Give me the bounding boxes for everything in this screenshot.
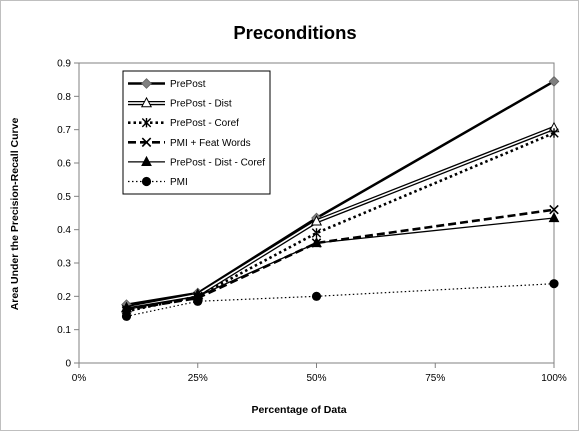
x-tick-label: 50% [306, 373, 326, 384]
legend-entry-pmi: PMI [128, 176, 188, 188]
data-point-prepost-dist-coref [548, 211, 560, 223]
legend-marker-prepost-dist-coref [141, 155, 152, 166]
y-tick-label: 0.9 [57, 59, 71, 70]
y-tick-label: 0.1 [57, 325, 71, 336]
legend-label-prepost: PrePost [170, 79, 206, 90]
y-tick-label: 0.3 [57, 259, 71, 270]
x-tick-label: 0% [72, 373, 87, 384]
x-tick-label: 100% [541, 373, 567, 384]
legend-entry-prepost: PrePost [128, 78, 206, 90]
series-line-prepost-dist-inner [126, 127, 555, 309]
legend-marker-prepost [141, 78, 152, 89]
legend-entry-prepost-dist-coref: PrePost - Dist - Coref [128, 155, 265, 168]
legend-entry-pmi-feat-words: PMI + Feat Words [128, 137, 251, 149]
y-tick-label: 0.5 [57, 192, 71, 203]
legend: PrePost PrePost - Dist PrePost - Coref PMI … [122, 70, 271, 195]
y-tick-label: 0 [65, 359, 71, 370]
y-tick-label: 0.2 [57, 292, 71, 303]
legend-label-prepost-dist-coref: PrePost - Dist - Coref [170, 157, 265, 168]
data-point-prepost-dist [310, 215, 323, 226]
x-tick-label: 75% [425, 373, 445, 384]
y-axis-label: Area Under the Precision-Recall Curve [9, 118, 21, 311]
legend-entry-prepost-coref: PrePost - Coref [128, 118, 239, 129]
legend-label-prepost-coref: PrePost - Coref [170, 118, 239, 129]
legend-marker-prepost-dist [140, 96, 153, 108]
legend-marker-prepost-coref [141, 118, 152, 128]
y-tick-label: 0.8 [57, 92, 71, 103]
series-line-prepost-coref [126, 131, 555, 313]
x-axis-label: Percentage of Data [251, 404, 346, 416]
y-tick-label: 0.4 [57, 225, 71, 236]
chart-title: Preconditions [233, 22, 356, 43]
legend-entry-prepost-dist: PrePost - Dist [128, 96, 232, 110]
data-point-prepost-dist-coref [311, 236, 322, 248]
data-point-pmi [311, 291, 322, 301]
data-point-prepost [548, 75, 560, 87]
series-prepost-dist [120, 121, 560, 313]
series-line-pmi-feat-words [126, 208, 555, 311]
data-point-prepost-dist-coref [121, 301, 132, 313]
data-point-prepost-coref [311, 228, 322, 238]
series-line-pmi [126, 283, 555, 317]
legend-marker-pmi [141, 176, 152, 187]
legend-marker-pmi-feat-words [141, 137, 152, 148]
data-point-pmi [193, 296, 203, 306]
legend-label-pmi-feat-words: PMI + Feat Words [170, 138, 251, 149]
data-point-pmi [549, 279, 559, 289]
y-tick-label: 0.6 [57, 159, 71, 170]
series-line-prepost [126, 80, 555, 306]
data-point-pmi [121, 311, 132, 321]
x-tick-label: 25% [188, 373, 208, 384]
series-line-prepost-dist-coref [126, 217, 555, 309]
plot-area: 0 0.1 0.2 0.3 0.4 0.5 0.6 0.7 0.8 0.9 0% 25% 50% 75% 1… [57, 59, 567, 385]
data-point-prepost-coref [549, 128, 559, 138]
series-pmi [121, 279, 559, 321]
data-point-pmi-feat-words [549, 204, 559, 215]
y-tick-label: 0.7 [57, 125, 71, 136]
legend-box [122, 70, 271, 195]
legend-label-prepost-dist: PrePost - Dist [170, 99, 232, 110]
legend-label-pmi: PMI [170, 177, 188, 188]
